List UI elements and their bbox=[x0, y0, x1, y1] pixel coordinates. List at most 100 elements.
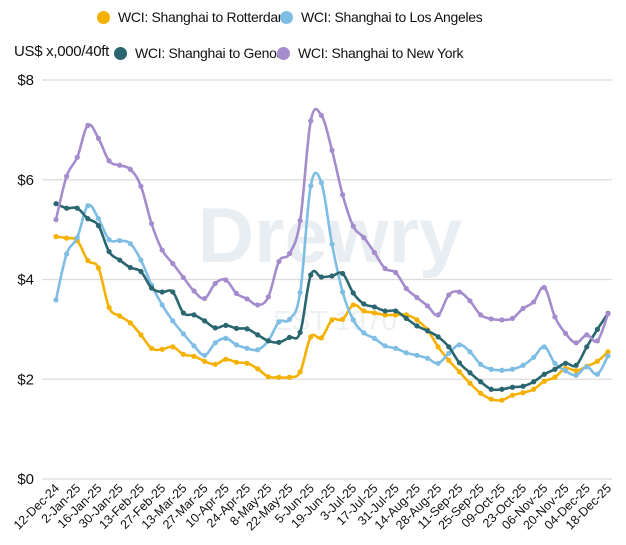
data-point bbox=[361, 301, 367, 307]
data-point bbox=[350, 317, 356, 323]
data-point bbox=[148, 221, 155, 227]
data-point bbox=[329, 273, 335, 279]
data-point bbox=[127, 166, 133, 172]
data-point bbox=[467, 370, 473, 376]
data-point bbox=[286, 250, 293, 257]
data-point bbox=[202, 358, 208, 364]
series-line bbox=[54, 107, 610, 345]
data-point bbox=[446, 357, 452, 363]
data-point bbox=[520, 362, 526, 368]
data-point bbox=[191, 343, 197, 349]
data-point bbox=[276, 339, 282, 345]
data-point bbox=[318, 274, 324, 280]
legend-item-los-angeles: WCI: Shanghai to Los Angeles bbox=[280, 9, 483, 25]
data-point bbox=[127, 320, 133, 326]
data-point bbox=[488, 386, 494, 392]
data-point bbox=[340, 270, 346, 277]
data-point bbox=[435, 344, 441, 350]
data-point bbox=[170, 289, 176, 295]
data-point bbox=[499, 386, 505, 392]
data-point bbox=[308, 272, 314, 278]
data-point bbox=[541, 344, 547, 350]
data-point bbox=[212, 280, 218, 287]
data-point bbox=[255, 347, 261, 353]
data-point bbox=[393, 308, 399, 314]
data-point bbox=[223, 356, 229, 362]
data-point bbox=[191, 288, 197, 294]
data-point bbox=[138, 257, 144, 263]
data-point bbox=[159, 346, 165, 352]
data-point bbox=[286, 374, 293, 380]
data-point bbox=[340, 289, 346, 295]
data-point bbox=[541, 378, 547, 384]
data-point bbox=[562, 360, 569, 366]
data-point bbox=[53, 217, 59, 223]
data-point bbox=[255, 332, 261, 338]
data-point bbox=[435, 312, 441, 318]
data-point bbox=[106, 237, 112, 243]
data-point bbox=[138, 183, 144, 189]
data-point bbox=[255, 366, 261, 372]
data-point bbox=[424, 328, 431, 334]
data-point bbox=[318, 335, 324, 341]
data-point bbox=[223, 322, 229, 328]
data-point bbox=[584, 332, 590, 338]
legend-label: WCI: Shanghai to Los Angeles bbox=[301, 9, 483, 25]
data-point bbox=[552, 366, 558, 372]
data-point bbox=[286, 334, 293, 340]
data-point bbox=[95, 223, 102, 229]
data-point bbox=[180, 331, 186, 337]
data-point bbox=[478, 361, 484, 367]
legend-marker-icon bbox=[277, 46, 290, 60]
data-point bbox=[573, 362, 579, 368]
y-axis-units-label: US$ x,000/40ft bbox=[14, 43, 110, 60]
data-point bbox=[605, 349, 611, 355]
series-genoa bbox=[53, 201, 611, 392]
data-point bbox=[117, 313, 123, 319]
data-point bbox=[520, 383, 526, 389]
data-point bbox=[584, 344, 590, 350]
data-point bbox=[393, 312, 399, 318]
data-point bbox=[244, 345, 250, 351]
data-point bbox=[478, 390, 484, 396]
data-point bbox=[191, 312, 197, 318]
data-point bbox=[552, 360, 558, 366]
legend-item-new-york: WCI: Shanghai to New York bbox=[277, 45, 464, 61]
data-point bbox=[276, 374, 282, 380]
data-point bbox=[520, 390, 526, 396]
data-point bbox=[297, 218, 303, 224]
data-point bbox=[467, 380, 473, 386]
data-point bbox=[233, 290, 240, 297]
data-point bbox=[531, 379, 537, 385]
series-angeles bbox=[53, 171, 611, 378]
data-point bbox=[244, 326, 250, 332]
legend-marker-icon bbox=[280, 10, 293, 24]
data-point bbox=[350, 223, 356, 229]
data-point bbox=[148, 285, 155, 291]
data-point bbox=[414, 352, 420, 358]
y-tick-label: $2 bbox=[17, 371, 34, 388]
data-point bbox=[509, 384, 516, 390]
data-point bbox=[138, 268, 144, 275]
data-point bbox=[488, 396, 494, 402]
data-point bbox=[138, 332, 144, 338]
data-point bbox=[170, 260, 176, 267]
data-point bbox=[446, 344, 452, 350]
data-point bbox=[382, 265, 388, 272]
data-point bbox=[382, 343, 388, 349]
data-point bbox=[64, 235, 70, 241]
data-point bbox=[74, 205, 80, 211]
data-point bbox=[382, 308, 388, 314]
data-point bbox=[85, 216, 91, 222]
data-point bbox=[340, 316, 346, 322]
data-point bbox=[446, 350, 452, 356]
data-point bbox=[223, 277, 229, 283]
data-point bbox=[202, 318, 208, 324]
data-point bbox=[509, 392, 516, 398]
data-point bbox=[106, 304, 112, 311]
y-tick-label: $8 bbox=[17, 72, 34, 89]
data-point bbox=[371, 249, 378, 256]
data-point bbox=[53, 297, 59, 303]
data-point bbox=[478, 379, 484, 385]
